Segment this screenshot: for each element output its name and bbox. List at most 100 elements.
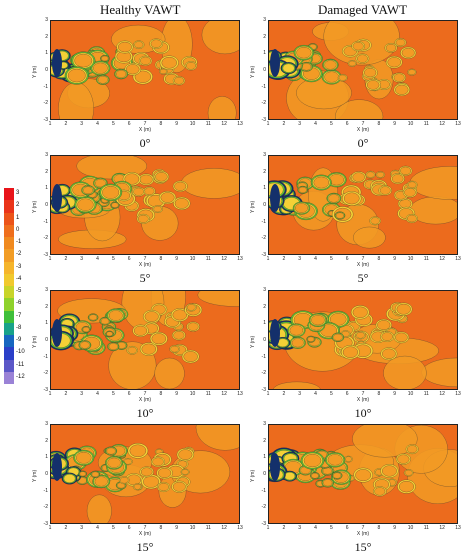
y-tick-label: 3 <box>263 421 266 427</box>
angle-caption: 5° <box>357 271 369 285</box>
x-tick-label: 9 <box>175 391 179 397</box>
x-tick-label: 12 <box>439 121 445 127</box>
x-tick-label: 2 <box>282 121 286 127</box>
x-tick-label: 11 <box>423 256 429 262</box>
x-tick-label: 11 <box>423 121 429 127</box>
colorbar-label: -2 <box>16 251 22 258</box>
x-tick-label: 11 <box>205 525 211 531</box>
angle-caption: 10° <box>354 406 372 420</box>
y-tick-label: -2 <box>261 235 266 242</box>
x-tick-label: 13 <box>455 121 461 127</box>
y-tick-label: 0 <box>45 202 48 208</box>
y-tick-label: -2 <box>43 235 48 242</box>
x-tick-label: 12 <box>439 256 445 262</box>
colorbar-label: -5 <box>16 288 22 295</box>
x-tick-label: 3 <box>80 121 84 127</box>
column-header-healthy: Healthy VAWT <box>100 2 181 17</box>
colorbar-segment <box>4 286 14 299</box>
x-tick-label: 12 <box>221 121 227 127</box>
angle-caption: 5° <box>139 271 151 285</box>
x-axis-label: X (m) <box>138 127 152 133</box>
x-tick-label: 5 <box>111 525 115 531</box>
x-tick-label: 11 <box>205 121 211 127</box>
colorbar-label: -12 <box>16 373 25 380</box>
x-tick-label: 13 <box>237 121 243 127</box>
x-tick-label: 4 <box>96 121 99 127</box>
y-tick-label: 3 <box>45 17 48 23</box>
x-tick-label: 1 <box>48 391 52 397</box>
y-tick-label: -3 <box>43 117 48 123</box>
x-tick-label: 2 <box>282 525 286 531</box>
x-tick-label: 7 <box>143 391 147 397</box>
angle-caption: 0° <box>357 136 369 150</box>
x-tick-label: 4 <box>314 525 317 531</box>
x-tick-label: 4 <box>96 525 99 531</box>
x-tick-label: 3 <box>298 256 302 262</box>
y-tick-label: 1 <box>45 185 48 192</box>
x-tick-label: 11 <box>423 391 429 397</box>
x-tick-label: 5 <box>111 256 115 262</box>
colorbar-label: -7 <box>16 312 22 319</box>
y-tick-label: 2 <box>45 33 48 40</box>
x-tick-label: 7 <box>361 525 365 531</box>
x-tick-label: 8 <box>377 121 381 127</box>
y-tick-label: -2 <box>261 504 266 511</box>
healthy-contour-plot-3 <box>50 424 240 524</box>
y-tick-label: -1 <box>43 353 48 360</box>
y-tick-label: 1 <box>263 320 266 327</box>
x-tick-label: 3 <box>80 391 84 397</box>
colorbar-segment <box>4 298 14 311</box>
x-axis-label: X (m) <box>138 531 152 537</box>
x-tick-label: 3 <box>298 121 302 127</box>
x-axis-label: X (m) <box>356 531 370 537</box>
colorbar-label: -3 <box>16 263 22 270</box>
colorbar-segment <box>4 310 14 323</box>
y-tick-label: 3 <box>45 152 48 158</box>
colorbar-segment <box>4 237 14 250</box>
x-tick-label: 5 <box>111 121 115 127</box>
x-tick-label: 2 <box>282 256 286 262</box>
colorbar-label: 2 <box>16 202 20 209</box>
x-tick-label: 2 <box>64 121 68 127</box>
x-tick-label: 13 <box>455 525 461 531</box>
y-tick-label: 2 <box>263 303 266 310</box>
x-tick-label: 13 <box>237 525 243 531</box>
y-tick-label: 2 <box>45 303 48 310</box>
x-tick-label: 6 <box>345 525 349 531</box>
y-tick-label: -2 <box>43 100 48 107</box>
y-tick-label: 1 <box>263 454 266 461</box>
y-tick-label: 2 <box>263 437 266 444</box>
x-tick-label: 9 <box>393 121 397 127</box>
y-tick-label: 0 <box>263 471 266 477</box>
x-axis-label: X (m) <box>356 397 370 403</box>
x-tick-label: 11 <box>205 256 211 262</box>
x-tick-label: 10 <box>407 525 414 531</box>
x-tick-label: 12 <box>221 391 227 397</box>
x-tick-label: 10 <box>407 121 414 127</box>
x-tick-label: 7 <box>143 525 147 531</box>
y-tick-label: 2 <box>45 437 48 444</box>
x-tick-label: 6 <box>127 256 131 262</box>
x-axis-label: X (m) <box>138 262 152 268</box>
x-tick-label: 8 <box>377 391 381 397</box>
y-tick-label: -3 <box>43 252 48 258</box>
x-tick-label: 6 <box>127 121 131 127</box>
y-tick-label: 1 <box>45 454 48 461</box>
y-axis-label: Y (m) <box>32 469 38 482</box>
y-tick-label: 0 <box>263 67 266 73</box>
x-tick-label: 7 <box>361 121 365 127</box>
x-tick-label: 12 <box>439 391 445 397</box>
x-tick-label: 4 <box>96 256 99 262</box>
x-tick-label: 6 <box>345 391 349 397</box>
x-tick-label: 8 <box>377 256 381 262</box>
x-tick-label: 10 <box>407 391 414 397</box>
y-tick-label: 2 <box>45 168 48 175</box>
y-tick-label: -1 <box>43 218 48 225</box>
x-tick-label: 5 <box>111 391 115 397</box>
x-tick-label: 10 <box>189 121 196 127</box>
x-tick-label: 9 <box>393 525 397 531</box>
x-tick-label: 1 <box>266 525 270 531</box>
x-tick-label: 8 <box>159 391 163 397</box>
x-tick-label: 6 <box>345 256 349 262</box>
y-axis-label: Y (m) <box>250 335 256 348</box>
